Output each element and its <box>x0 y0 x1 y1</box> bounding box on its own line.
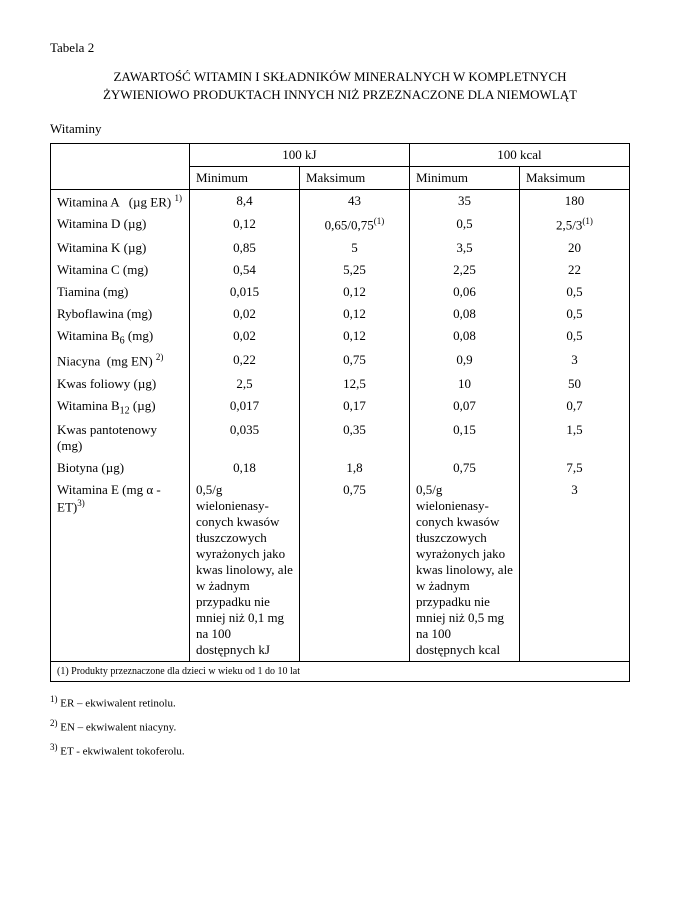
row-name: Kwas pantotenowy (mg) <box>51 419 190 457</box>
footnote-item: 2) EN – ekwiwalent niacyny. <box>50 718 630 734</box>
row-value: 0,5/g wielonienasy­conych kwasów tłuszcz… <box>409 479 519 662</box>
table-row: Witamina B12 (µg)0,0170,170,070,7 <box>51 395 630 420</box>
header-max-kcal: Maksimum <box>519 167 629 190</box>
row-value: 0,02 <box>189 303 299 325</box>
section-label: Witaminy <box>50 121 630 137</box>
row-value: 3 <box>519 349 629 372</box>
row-value: 0,017 <box>189 395 299 420</box>
row-value: 0,5 <box>519 281 629 303</box>
row-name: Witamina B6 (mg) <box>51 325 190 350</box>
table-row: Witamina E (mg α - ET)3)0,5/g wieloniena… <box>51 479 630 662</box>
row-value: 3 <box>519 479 629 662</box>
footnote-item: 1) ER – ekwiwalent retinolu. <box>50 694 630 710</box>
header-max-kj: Maksimum <box>299 167 409 190</box>
row-value: 0,07 <box>409 395 519 420</box>
table-row: Kwas pantotenowy (mg)0,0350,350,151,5 <box>51 419 630 457</box>
row-name: Tiamina (mg) <box>51 281 190 303</box>
row-value: 12,5 <box>299 373 409 395</box>
row-value: 1,8 <box>299 457 409 479</box>
row-value: 43 <box>299 190 409 214</box>
row-value: 0,12 <box>299 303 409 325</box>
row-value: 0,5 <box>409 213 519 236</box>
row-value: 5 <box>299 237 409 259</box>
row-value: 0,85 <box>189 237 299 259</box>
footnotes: 1) ER – ekwiwalent retinolu. 2) EN – ekwi… <box>50 694 630 757</box>
footnote-item: 3) ET - ekwiwalent tokoferolu. <box>50 742 630 758</box>
row-value: 5,25 <box>299 259 409 281</box>
table-row: Witamina C (mg)0,545,252,2522 <box>51 259 630 281</box>
header-min-kcal: Minimum <box>409 167 519 190</box>
header-blank <box>51 144 190 190</box>
row-name: Witamina C (mg) <box>51 259 190 281</box>
row-name: Witamina D (µg) <box>51 213 190 236</box>
row-name: Witamina E (mg α - ET)3) <box>51 479 190 662</box>
row-value: 0,5 <box>519 325 629 350</box>
table-row: Witamina A (µg ER) 1)8,44335180 <box>51 190 630 214</box>
row-value: 0,035 <box>189 419 299 457</box>
row-value: 0,18 <box>189 457 299 479</box>
row-value: 7,5 <box>519 457 629 479</box>
row-value: 0,54 <box>189 259 299 281</box>
row-value: 0,15 <box>409 419 519 457</box>
title-line-2: ŻYWIENIOWO PRODUKTACH INNYCH NIŻ PRZEZNA… <box>103 87 577 102</box>
table-footnote: (1) Produkty przeznaczone dla dzieci w w… <box>51 662 630 682</box>
header-group-kcal: 100 kcal <box>409 144 629 167</box>
row-value: 0,7 <box>519 395 629 420</box>
row-value: 35 <box>409 190 519 214</box>
row-value: 0,12 <box>299 281 409 303</box>
row-name: Niacyna (mg EN) 2) <box>51 349 190 372</box>
row-value: 0,35 <box>299 419 409 457</box>
title-line-1: ZAWARTOŚĆ WITAMIN I SKŁADNIKÓW MINERALNY… <box>113 69 566 84</box>
row-value: 2,5/3(1) <box>519 213 629 236</box>
row-value: 2,5 <box>189 373 299 395</box>
table-row: Witamina K (µg)0,8553,520 <box>51 237 630 259</box>
vitamins-table: 100 kJ 100 kcal Minimum Maksimum Minimum… <box>50 143 630 682</box>
row-value: 0,06 <box>409 281 519 303</box>
table-row: Biotyna (µg)0,181,80,757,5 <box>51 457 630 479</box>
table-row: Ryboflawina (mg)0,020,120,080,5 <box>51 303 630 325</box>
row-value: 0,5/g wielonienasy­conych kwasów tłuszcz… <box>189 479 299 662</box>
row-value: 0,75 <box>299 349 409 372</box>
row-value: 50 <box>519 373 629 395</box>
row-value: 0,75 <box>299 479 409 662</box>
row-value: 0,02 <box>189 325 299 350</box>
row-value: 10 <box>409 373 519 395</box>
row-value: 0,12 <box>299 325 409 350</box>
table-row: Witamina B6 (mg)0,020,120,080,5 <box>51 325 630 350</box>
row-value: 0,75 <box>409 457 519 479</box>
table-row: Tiamina (mg)0,0150,120,060,5 <box>51 281 630 303</box>
row-value: 22 <box>519 259 629 281</box>
row-name: Witamina K (µg) <box>51 237 190 259</box>
row-name: Biotyna (µg) <box>51 457 190 479</box>
table-label: Tabela 2 <box>50 40 630 56</box>
table-title: ZAWARTOŚĆ WITAMIN I SKŁADNIKÓW MINERALNY… <box>79 68 601 103</box>
row-value: 0,5 <box>519 303 629 325</box>
row-value: 1,5 <box>519 419 629 457</box>
row-value: 0,08 <box>409 303 519 325</box>
row-value: 0,015 <box>189 281 299 303</box>
row-name: Witamina B12 (µg) <box>51 395 190 420</box>
header-min-kj: Minimum <box>189 167 299 190</box>
table-row: Kwas foliowy (µg)2,512,51050 <box>51 373 630 395</box>
row-value: 180 <box>519 190 629 214</box>
row-value: 0,9 <box>409 349 519 372</box>
row-value: 3,5 <box>409 237 519 259</box>
row-name: Ryboflawina (mg) <box>51 303 190 325</box>
row-name: Witamina A (µg ER) 1) <box>51 190 190 214</box>
table-row: Witamina D (µg)0,120,65/0,75(1)0,52,5/3(… <box>51 213 630 236</box>
row-value: 0,22 <box>189 349 299 372</box>
row-value: 0,12 <box>189 213 299 236</box>
row-name: Kwas foliowy (µg) <box>51 373 190 395</box>
row-value: 8,4 <box>189 190 299 214</box>
row-value: 0,65/0,75(1) <box>299 213 409 236</box>
row-value: 20 <box>519 237 629 259</box>
row-value: 0,08 <box>409 325 519 350</box>
row-value: 2,25 <box>409 259 519 281</box>
table-row: Niacyna (mg EN) 2)0,220,750,93 <box>51 349 630 372</box>
header-group-kj: 100 kJ <box>189 144 409 167</box>
row-value: 0,17 <box>299 395 409 420</box>
